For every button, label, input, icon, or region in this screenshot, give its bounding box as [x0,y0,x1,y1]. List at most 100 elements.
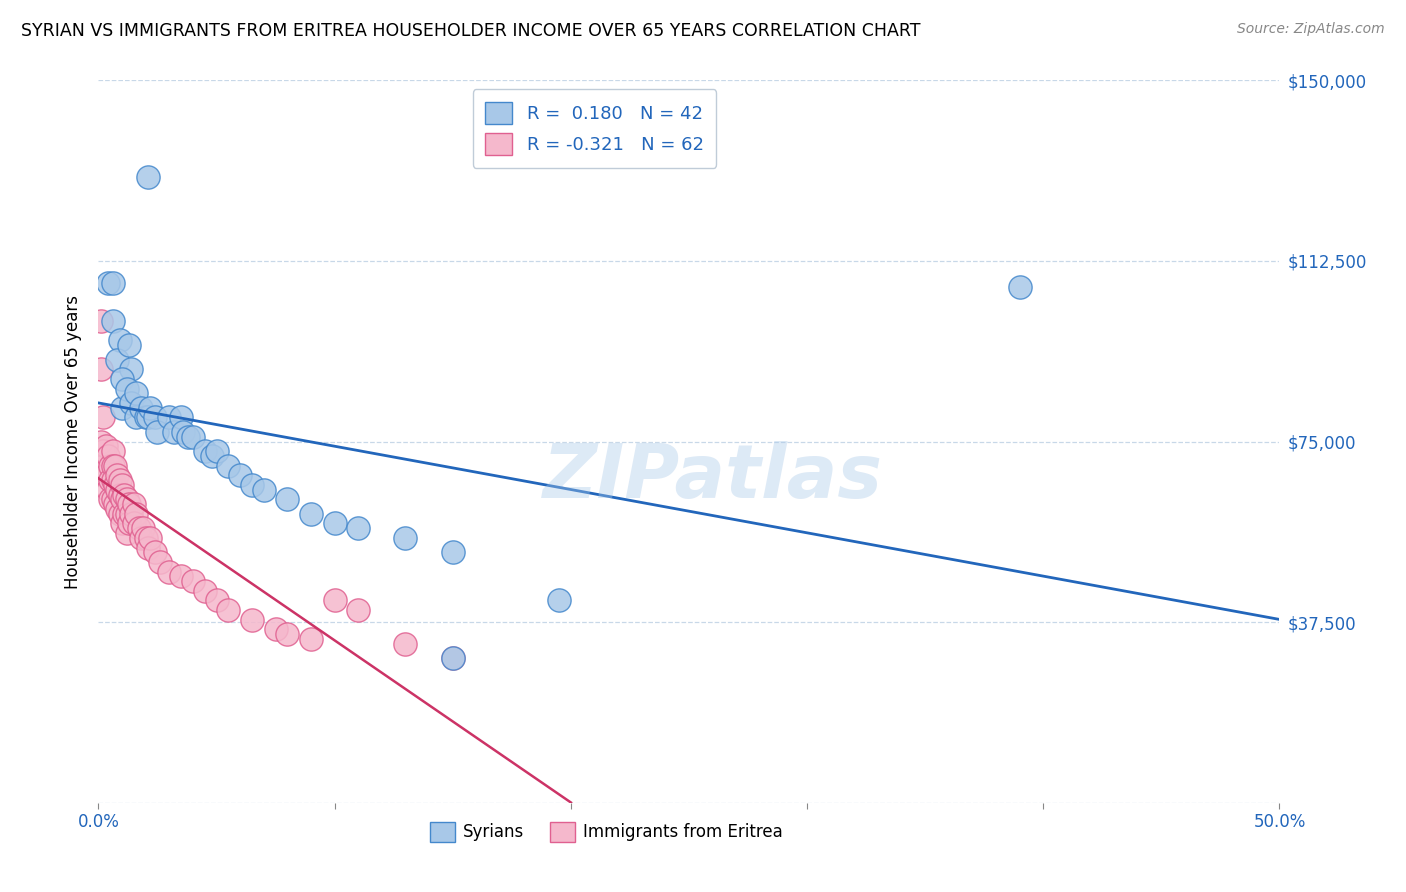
Point [143,410,166,425]
Point [548,593,571,607]
Point [94,468,117,483]
Point [111,492,134,507]
Point [240,478,263,492]
Point [125,386,148,401]
Point [129,401,152,415]
Point [90,362,112,376]
Point [299,507,322,521]
Point [347,521,370,535]
Point [101,458,124,473]
Point [205,593,228,607]
Point [323,593,346,607]
Point [170,410,193,425]
Y-axis label: Householder Income Over 65 years: Householder Income Over 65 years [65,294,83,589]
Point [121,396,143,410]
Point [129,531,152,545]
Point [194,583,217,598]
Point [172,425,194,439]
Point [157,565,180,579]
Point [181,574,204,589]
Point [98,458,121,473]
Point [108,473,131,487]
Point [101,276,124,290]
Point [1008,280,1031,294]
Point [112,507,135,521]
Point [276,627,298,641]
Point [91,444,114,458]
Text: SYRIAN VS IMMIGRANTS FROM ERITREA HOUSEHOLDER INCOME OVER 65 YEARS CORRELATION C: SYRIAN VS IMMIGRANTS FROM ERITREA HOUSEH… [21,22,921,40]
Point [105,468,128,483]
Point [105,483,128,497]
Point [115,507,138,521]
Point [91,458,114,473]
Point [181,430,204,444]
Point [91,410,114,425]
Point [205,444,228,458]
Point [105,502,128,516]
Point [112,487,135,501]
Point [90,314,112,328]
Point [240,613,263,627]
Point [108,334,131,348]
Point [94,439,117,453]
Point [394,637,416,651]
Point [115,492,138,507]
Point [276,492,298,507]
Point [132,521,155,535]
Point [122,497,145,511]
Point [136,541,159,555]
Point [111,516,134,531]
Point [111,401,134,415]
Point [108,487,131,501]
Point [90,434,112,449]
Text: Source: ZipAtlas.com: Source: ZipAtlas.com [1237,22,1385,37]
Point [121,507,143,521]
Point [139,401,162,415]
Point [97,276,120,290]
Point [441,545,464,559]
Point [98,473,121,487]
Point [101,473,124,487]
Point [217,603,239,617]
Point [128,521,150,535]
Point [323,516,346,531]
Point [157,410,180,425]
Point [177,430,200,444]
Point [139,531,162,545]
Point [101,314,124,328]
Point [125,507,148,521]
Point [111,478,134,492]
Point [347,603,370,617]
Point [441,651,464,665]
Point [136,410,159,425]
Point [122,516,145,531]
Point [135,531,157,545]
Point [163,425,186,439]
Point [118,516,141,531]
Point [98,492,121,507]
Point [201,449,224,463]
Point [194,444,217,458]
Point [149,555,172,569]
Point [136,169,159,184]
Point [299,632,322,646]
Point [135,410,157,425]
Point [104,478,127,492]
Point [146,425,169,439]
Point [143,545,166,559]
Text: ZIPatlas: ZIPatlas [543,442,883,514]
Point [108,507,131,521]
Point [118,497,141,511]
Point [101,444,124,458]
Point [111,372,134,386]
Point [253,483,276,497]
Point [104,497,127,511]
Legend: Syrians, Immigrants from Eritrea: Syrians, Immigrants from Eritrea [423,815,789,848]
Point [121,362,143,376]
Point [118,338,141,352]
Point [105,352,128,367]
Point [264,623,287,637]
Point [441,651,464,665]
Point [229,468,252,483]
Point [97,449,120,463]
